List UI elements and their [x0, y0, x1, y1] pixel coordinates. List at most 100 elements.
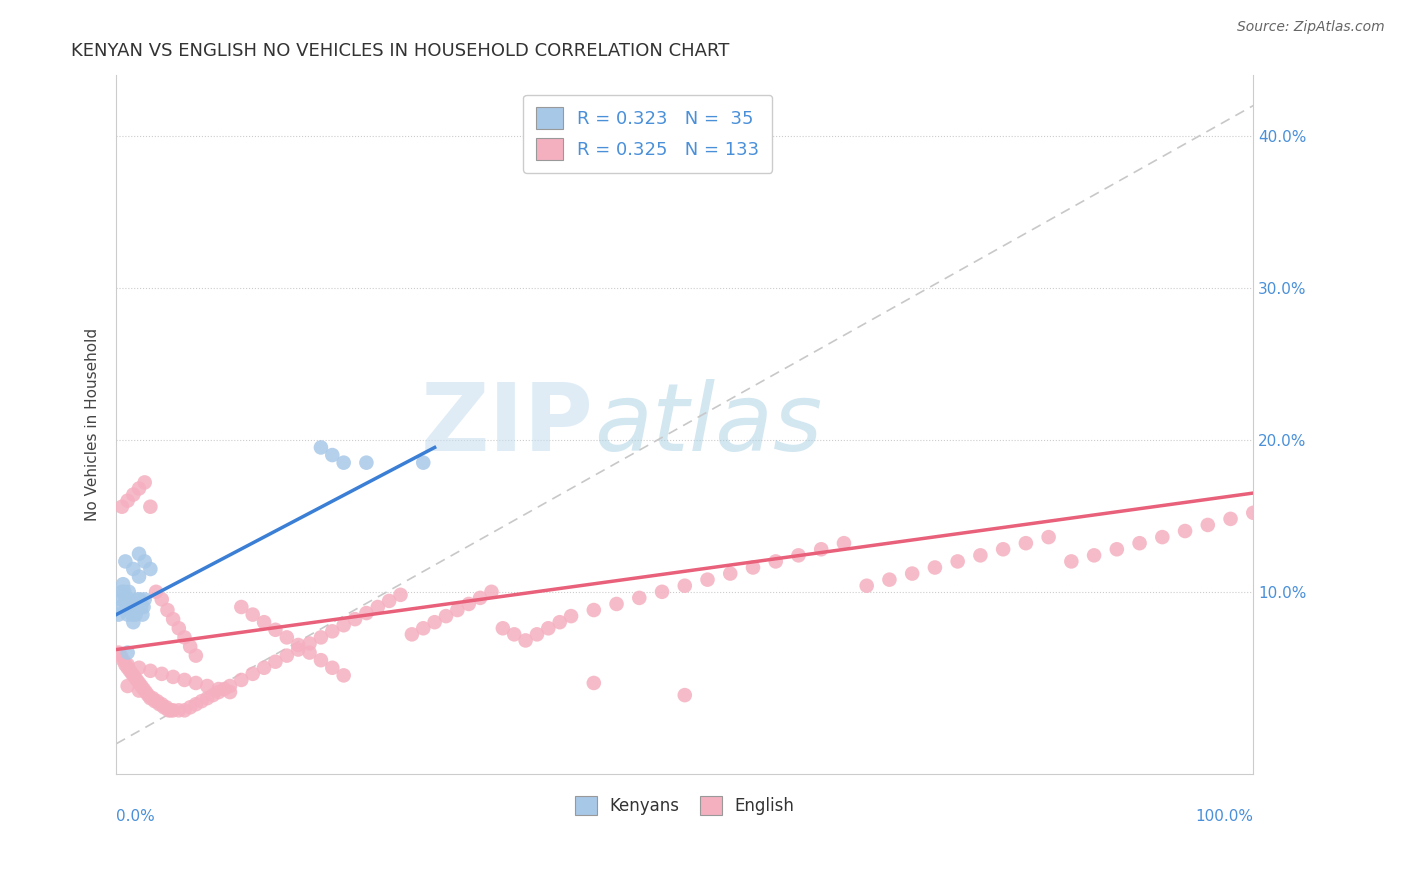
Point: [219, 679, 242, 693]
Point: [264, 655, 287, 669]
Point: [146, 694, 169, 708]
Point: [1152, 530, 1174, 544]
Point: [207, 685, 229, 699]
Point: [219, 685, 242, 699]
Point: [107, 607, 129, 622]
Point: [879, 573, 901, 587]
Point: [423, 615, 446, 630]
Point: [276, 648, 298, 663]
Point: [128, 547, 150, 561]
Point: [150, 592, 173, 607]
Point: [184, 676, 207, 690]
Text: 0.0%: 0.0%: [117, 809, 155, 824]
Point: [765, 554, 787, 568]
Point: [124, 607, 146, 622]
Point: [117, 607, 139, 622]
Point: [606, 597, 628, 611]
Point: [155, 700, 177, 714]
Point: [991, 542, 1014, 557]
Point: [145, 584, 167, 599]
Point: [253, 661, 276, 675]
Point: [179, 700, 201, 714]
Y-axis label: No Vehicles in Household: No Vehicles in Household: [86, 328, 100, 521]
Point: [214, 681, 236, 696]
Point: [110, 592, 132, 607]
Point: [242, 607, 264, 622]
Point: [434, 609, 457, 624]
Point: [134, 475, 156, 490]
Point: [157, 703, 180, 717]
Legend: Kenyans, English: Kenyans, English: [568, 789, 801, 822]
Point: [114, 592, 136, 607]
Point: [160, 703, 183, 717]
Point: [114, 657, 136, 672]
Point: [139, 500, 162, 514]
Point: [367, 599, 389, 614]
Point: [112, 584, 135, 599]
Point: [673, 579, 696, 593]
Point: [173, 631, 195, 645]
Point: [117, 679, 139, 693]
Point: [412, 456, 434, 470]
Point: [117, 493, 139, 508]
Point: [179, 640, 201, 654]
Point: [112, 653, 135, 667]
Point: [184, 648, 207, 663]
Point: [1241, 506, 1264, 520]
Point: [173, 703, 195, 717]
Point: [356, 456, 378, 470]
Point: [143, 694, 166, 708]
Point: [153, 700, 176, 714]
Point: [162, 670, 184, 684]
Point: [111, 584, 134, 599]
Point: [696, 573, 718, 587]
Point: [139, 691, 162, 706]
Point: [184, 698, 207, 712]
Point: [231, 673, 253, 687]
Point: [481, 584, 503, 599]
Point: [321, 448, 343, 462]
Point: [378, 594, 401, 608]
Point: [810, 542, 832, 557]
Point: [276, 631, 298, 645]
Point: [242, 666, 264, 681]
Point: [787, 549, 810, 563]
Point: [107, 646, 129, 660]
Point: [167, 621, 190, 635]
Point: [114, 554, 136, 568]
Point: [122, 562, 145, 576]
Point: [651, 584, 673, 599]
Point: [134, 592, 156, 607]
Point: [139, 664, 162, 678]
Point: [156, 603, 179, 617]
Point: [112, 577, 135, 591]
Point: [110, 648, 132, 663]
Point: [135, 685, 157, 699]
Point: [167, 703, 190, 717]
Point: [526, 627, 548, 641]
Point: [287, 642, 309, 657]
Point: [121, 607, 143, 622]
Point: [139, 562, 162, 576]
Point: [132, 599, 155, 614]
Point: [1174, 524, 1197, 538]
Point: [201, 688, 224, 702]
Point: [128, 676, 150, 690]
Point: [142, 691, 165, 706]
Point: [287, 638, 309, 652]
Point: [832, 536, 855, 550]
Point: [492, 621, 515, 635]
Point: [122, 615, 145, 630]
Point: [162, 612, 184, 626]
Point: [127, 592, 149, 607]
Point: [129, 599, 152, 614]
Point: [673, 688, 696, 702]
Point: [118, 664, 141, 678]
Point: [125, 599, 148, 614]
Point: [742, 560, 765, 574]
Point: [115, 599, 138, 614]
Point: [924, 560, 946, 574]
Point: [332, 456, 354, 470]
Point: [162, 703, 184, 717]
Point: [117, 646, 139, 660]
